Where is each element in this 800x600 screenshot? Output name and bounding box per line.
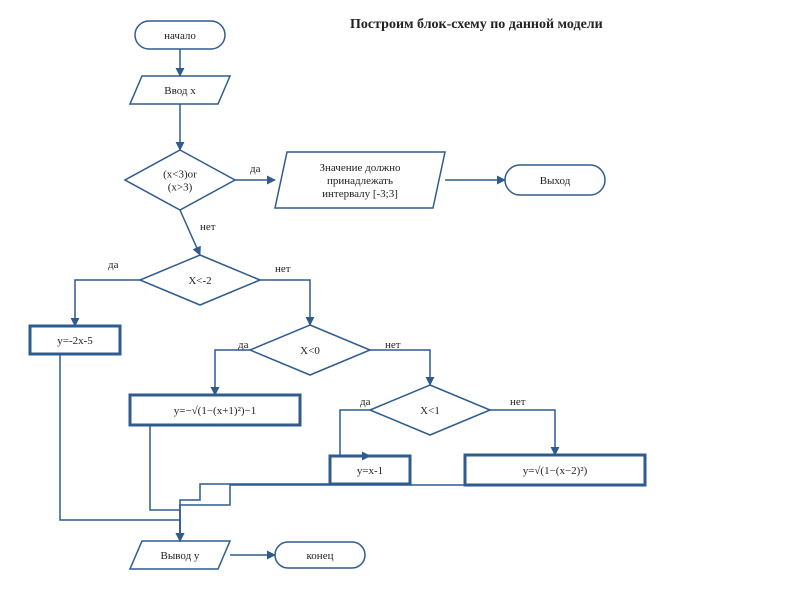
edge-label: да [108, 259, 119, 271]
node-label: конец [307, 550, 334, 562]
node-label: X<1 [420, 405, 440, 417]
edge [150, 425, 215, 541]
node-label: принадлежать [327, 175, 393, 187]
node-msg: Значение должнопринадлежатьинтервалу [-3… [275, 152, 445, 208]
edge-label: нет [275, 263, 291, 275]
node-label: Выход [540, 175, 571, 187]
edge [60, 354, 180, 541]
edge-label: да [360, 396, 371, 408]
diagram-title: Построим блок-схему по данной модели [350, 17, 603, 32]
edge [340, 410, 370, 456]
node-label: Вывод y [161, 550, 200, 562]
node-label: X<0 [300, 345, 320, 357]
node-end: конец [275, 542, 365, 568]
edge [180, 485, 555, 541]
node-label: y=√(1−(x−2)²) [523, 465, 588, 477]
edge-label: да [250, 163, 261, 175]
node-cond2: X<-2 [140, 255, 260, 305]
node-proc2: y=−√(1−(x+1)²)−1 [130, 395, 300, 425]
node-proc4: y=√(1−(x−2)²) [465, 455, 645, 485]
edge-label: нет [200, 221, 216, 233]
node-label: (x>3) [168, 181, 193, 193]
edge [180, 484, 370, 541]
node-label: начало [164, 30, 196, 42]
node-start: начало [135, 21, 225, 49]
node-input: Ввод x [130, 76, 230, 104]
edge-label: да [238, 339, 249, 351]
node-exit: Выход [505, 165, 605, 195]
edge [75, 280, 140, 326]
node-label: X<-2 [188, 275, 211, 287]
node-label: Ввод x [164, 85, 196, 97]
node-label: интервалу [-3;3] [322, 188, 398, 200]
edge [490, 410, 555, 455]
node-cond3: X<0 [250, 325, 370, 375]
node-label: y=−√(1−(x+1)²)−1 [174, 405, 257, 417]
node-proc3: y=x-1 [330, 456, 410, 484]
edge [180, 210, 200, 255]
edge [260, 280, 310, 325]
node-cond4: X<1 [370, 385, 490, 435]
node-label: y=x-1 [357, 465, 383, 477]
node-label: (x<3)or [163, 168, 197, 180]
node-cond1: (x<3)or(x>3) [125, 150, 235, 210]
node-label: Значение должно [319, 162, 401, 174]
edge-label: нет [385, 339, 401, 351]
node-label: y=-2x-5 [57, 335, 93, 347]
flowchart-canvas: Построим блок-схему по данной модели нача… [0, 0, 800, 600]
edge-label: нет [510, 396, 526, 408]
edge [215, 350, 250, 395]
node-output: Вывод y [130, 541, 230, 569]
node-proc1: y=-2x-5 [30, 326, 120, 354]
edge [370, 350, 430, 385]
